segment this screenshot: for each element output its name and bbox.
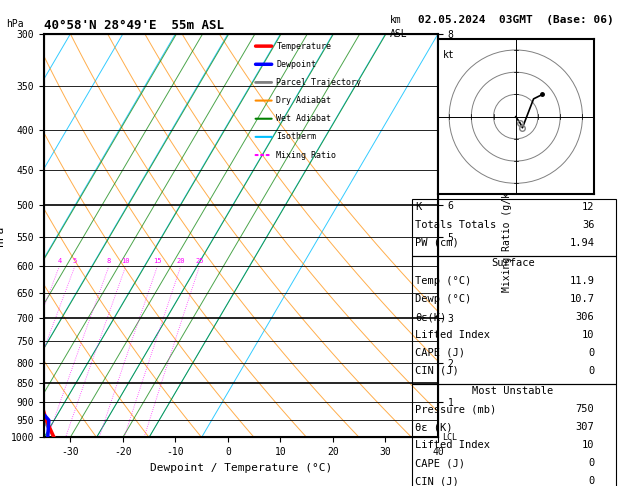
Text: 0: 0 <box>588 366 594 376</box>
Y-axis label: hPa: hPa <box>0 226 5 246</box>
Text: 10: 10 <box>121 258 130 264</box>
Text: Most Unstable: Most Unstable <box>472 386 554 397</box>
Text: Temperature: Temperature <box>276 42 331 51</box>
Text: 8: 8 <box>107 258 111 264</box>
Text: CIN (J): CIN (J) <box>415 366 459 376</box>
Text: Pressure (mb): Pressure (mb) <box>415 404 496 415</box>
Text: 25: 25 <box>195 258 204 264</box>
Text: Parcel Trajectory: Parcel Trajectory <box>276 78 362 87</box>
Text: 5: 5 <box>73 258 77 264</box>
Y-axis label: Mixing Ratio (g/kg): Mixing Ratio (g/kg) <box>502 180 512 292</box>
Text: CIN (J): CIN (J) <box>415 476 459 486</box>
Text: 20: 20 <box>177 258 185 264</box>
Text: Lifted Index: Lifted Index <box>415 440 490 451</box>
Text: CAPE (J): CAPE (J) <box>415 458 465 469</box>
Text: θε (K): θε (K) <box>415 422 453 433</box>
Text: 307: 307 <box>576 422 594 433</box>
Text: Dewpoint: Dewpoint <box>276 60 316 69</box>
Text: Dry Adiabat: Dry Adiabat <box>276 96 331 105</box>
Text: 10.7: 10.7 <box>569 294 594 304</box>
Text: 1.94: 1.94 <box>569 238 594 248</box>
Text: CAPE (J): CAPE (J) <box>415 348 465 358</box>
Text: 11.9: 11.9 <box>569 276 594 286</box>
Text: 12: 12 <box>582 202 594 212</box>
Text: km: km <box>390 15 402 25</box>
Text: Surface: Surface <box>491 258 535 268</box>
Text: Dewp (°C): Dewp (°C) <box>415 294 471 304</box>
Text: Temp (°C): Temp (°C) <box>415 276 471 286</box>
Text: Wet Adiabat: Wet Adiabat <box>276 114 331 123</box>
Text: ASL: ASL <box>390 29 408 39</box>
Text: Isotherm: Isotherm <box>276 132 316 141</box>
Text: 36: 36 <box>582 220 594 230</box>
Text: 40°58'N 28°49'E  55m ASL: 40°58'N 28°49'E 55m ASL <box>44 19 224 33</box>
Text: Totals Totals: Totals Totals <box>415 220 496 230</box>
Text: LCL: LCL <box>442 433 457 442</box>
Text: 306: 306 <box>576 312 594 322</box>
Text: 4: 4 <box>57 258 62 264</box>
Text: Lifted Index: Lifted Index <box>415 330 490 340</box>
Text: 0: 0 <box>588 458 594 469</box>
Text: 15: 15 <box>153 258 162 264</box>
Text: θε(K): θε(K) <box>415 312 447 322</box>
Text: 0: 0 <box>588 476 594 486</box>
Text: kt: kt <box>442 50 454 60</box>
Text: 0: 0 <box>588 348 594 358</box>
Text: PW (cm): PW (cm) <box>415 238 459 248</box>
Text: 10: 10 <box>582 440 594 451</box>
Text: 02.05.2024  03GMT  (Base: 06): 02.05.2024 03GMT (Base: 06) <box>418 15 614 25</box>
Text: K: K <box>415 202 421 212</box>
Text: Mixing Ratio: Mixing Ratio <box>276 151 337 159</box>
Text: 10: 10 <box>582 330 594 340</box>
Text: hPa: hPa <box>6 19 24 30</box>
X-axis label: Dewpoint / Temperature (°C): Dewpoint / Temperature (°C) <box>150 463 332 473</box>
Text: 750: 750 <box>576 404 594 415</box>
